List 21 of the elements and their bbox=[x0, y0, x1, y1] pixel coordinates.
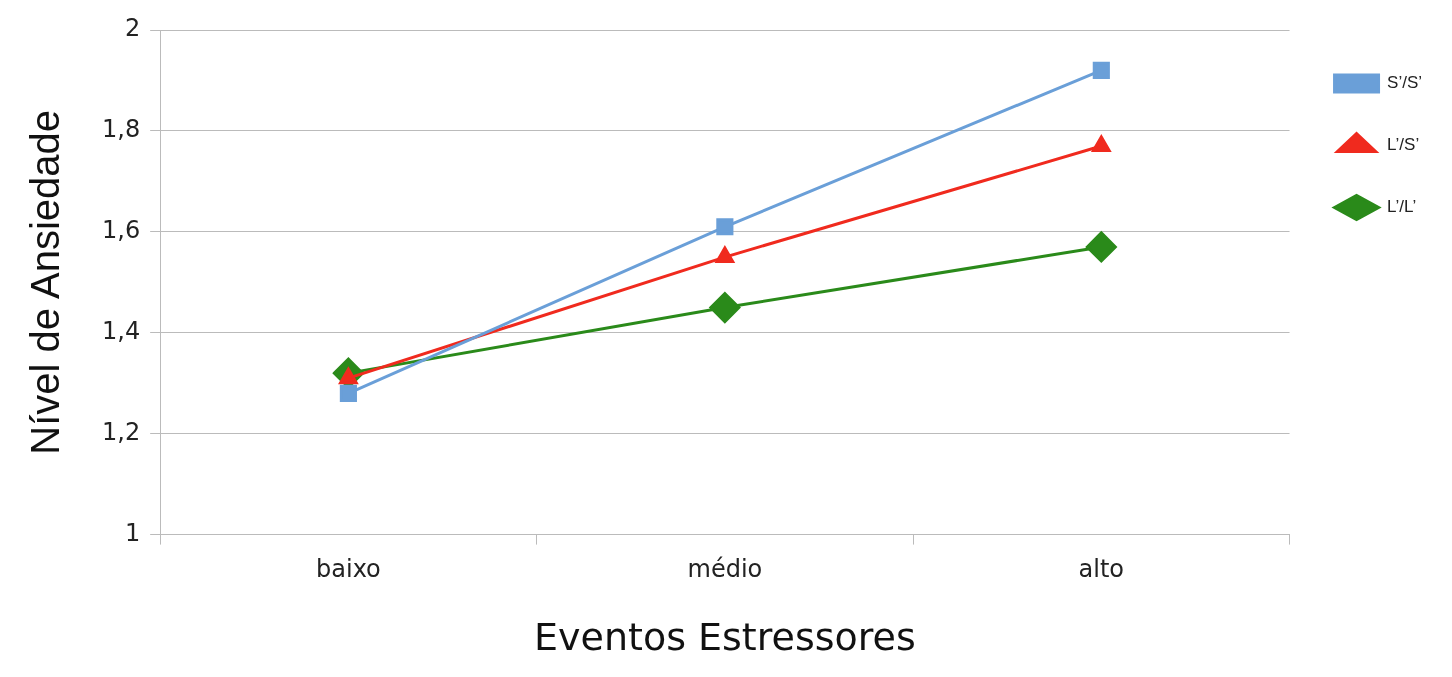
y-axis-title: Nível de Ansiedade bbox=[23, 109, 68, 455]
y-tick-label: 2 bbox=[124, 14, 141, 43]
x-axis-title: Eventos Estressores bbox=[534, 615, 916, 660]
y-tick-label: 1,2 bbox=[102, 417, 141, 446]
y-tick-label: 1,6 bbox=[102, 216, 141, 245]
point bbox=[709, 292, 741, 324]
point bbox=[1092, 135, 1111, 153]
point bbox=[1092, 61, 1110, 79]
legend-label: L’/S’ bbox=[1387, 135, 1420, 155]
legend-label: L’/L’ bbox=[1387, 197, 1417, 217]
y-tick-label: 1,4 bbox=[102, 316, 141, 345]
point bbox=[339, 384, 357, 402]
x-tick-label: alto bbox=[1078, 555, 1125, 584]
legend-label: S’/S’ bbox=[1387, 73, 1423, 93]
point bbox=[715, 246, 735, 264]
y-tick-label: 1 bbox=[124, 518, 141, 547]
point bbox=[1085, 231, 1117, 263]
x-tick-label: baixo bbox=[316, 555, 381, 584]
y-tick-label: 1,8 bbox=[102, 115, 141, 144]
point bbox=[716, 218, 734, 236]
x-tick-label: médio bbox=[687, 555, 763, 584]
